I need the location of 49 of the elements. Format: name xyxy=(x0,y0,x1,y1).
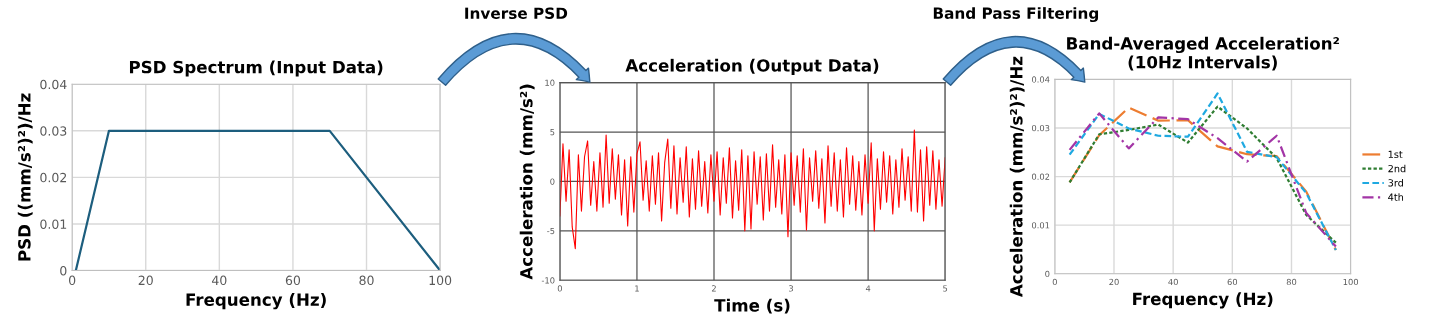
x-tick-label: 5 xyxy=(943,285,948,292)
y-axis-title: PSD ((mm/s²)²)/Hz xyxy=(17,93,33,261)
y-tick-label: -10 xyxy=(541,277,555,284)
x-tick-label: 80 xyxy=(359,275,374,286)
x-tick-label: 40 xyxy=(1168,278,1178,286)
legend-label: 2nd xyxy=(1388,164,1406,173)
chart-title: PSD Spectrum (Input Data) xyxy=(129,60,383,77)
text: Band Pass Filtering xyxy=(933,7,1099,23)
y-tick-label: 0.01 xyxy=(40,219,67,229)
x-axis-title: Frequency (Hz) xyxy=(1133,292,1273,309)
y-axis-title: Acceleration (mm/s²)²)/Hz xyxy=(1009,56,1025,298)
y-tick-label: 0.04 xyxy=(1031,76,1050,83)
x-axis-title: Frequency (Hz) xyxy=(186,293,326,310)
x-tick-label: 20 xyxy=(138,275,153,286)
chart-title: Band-Averaged Acceleration² (10Hz Intervals) xyxy=(1067,36,1339,71)
x-tick-label: 0 xyxy=(69,275,76,286)
x-tick-label: 80 xyxy=(1286,278,1297,286)
x-tick-label: 60 xyxy=(285,275,301,286)
y-tick-label: 0.04 xyxy=(40,79,67,90)
legend-label: 1st xyxy=(1388,150,1403,158)
x-axis-title: Time (s) xyxy=(714,298,790,314)
line-series xyxy=(559,129,946,250)
chart-title: Acceleration (Output Data) xyxy=(625,58,879,75)
x-tick-label: 2 xyxy=(711,285,716,292)
x-tick-label: 1 xyxy=(635,285,639,292)
y-tick-label: -5 xyxy=(547,227,555,235)
y-tick-label: 0.01 xyxy=(1031,222,1050,229)
x-tick-label: 100 xyxy=(1343,278,1359,286)
x-tick-label: 0 xyxy=(1052,278,1057,286)
y-axis-title: Acceleration (mm/s²) xyxy=(519,84,535,280)
y-tick-label: 0.02 xyxy=(1031,173,1050,180)
y-tick-label: 0.03 xyxy=(1031,124,1050,132)
y-tick-label: 0 xyxy=(550,178,555,185)
x-tick-label: 4 xyxy=(865,285,871,292)
y-tick-label: 5 xyxy=(550,129,555,136)
y-tick-label: 0 xyxy=(60,266,67,276)
x-tick-label: 100 xyxy=(429,275,452,286)
x-tick-label: 0 xyxy=(557,285,562,292)
x-tick-label: 20 xyxy=(1109,278,1119,286)
y-tick-label: 0 xyxy=(1045,270,1050,278)
text: Inverse PSD xyxy=(465,7,568,20)
legend-label: 3rd xyxy=(1388,179,1403,187)
x-tick-label: 3 xyxy=(789,285,794,292)
y-tick-label: 10 xyxy=(545,79,555,86)
x-tick-label: 60 xyxy=(1227,278,1238,286)
legend-label: 4th xyxy=(1388,193,1404,201)
y-tick-label: 0.03 xyxy=(40,126,67,136)
x-tick-label: 40 xyxy=(211,275,227,286)
y-tick-label: 0.02 xyxy=(40,172,67,183)
